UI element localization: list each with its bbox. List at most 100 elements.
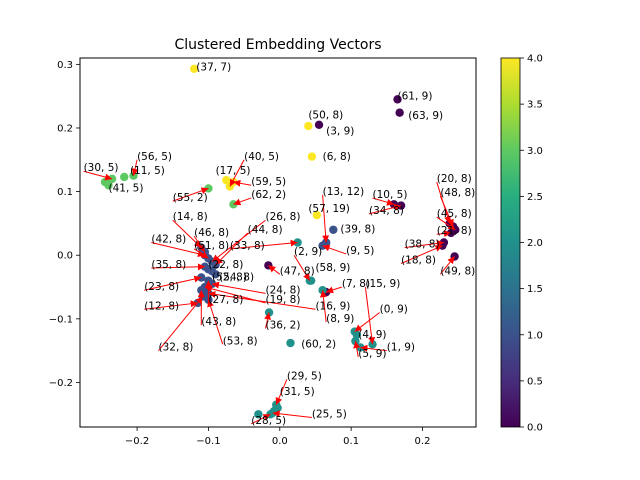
- y-tick-label: −0.2: [49, 378, 73, 389]
- scatter-point: [189, 64, 199, 74]
- scatter-point: [264, 308, 274, 317]
- point-label: (45, 8): [437, 208, 472, 220]
- point-label: (33, 8): [230, 240, 265, 252]
- point-label: (25, 5): [312, 408, 347, 420]
- annotation-arrow: [293, 254, 311, 281]
- point-label: (26, 8): [266, 211, 301, 223]
- point-label: (32, 8): [158, 342, 193, 354]
- point-label: (11, 5): [130, 165, 165, 177]
- y-tick-label: 0.3: [57, 60, 73, 71]
- point-label: (15, 9): [365, 278, 400, 290]
- x-tick-label: −0.2: [125, 436, 149, 447]
- x-tick-label: −0.1: [196, 436, 220, 447]
- colorbar-tick-label: 0.5: [527, 376, 543, 387]
- scatter-point: [286, 338, 295, 348]
- point-label: (12, 8): [144, 300, 179, 312]
- scatter-point: [222, 175, 231, 185]
- point-labels: (37, 7) (61, 9) (63, 9) (50, 8) (3, 9) (6, 8)…: [84, 62, 476, 427]
- annotation-arrow: [436, 216, 456, 231]
- annotation-arrow: [193, 248, 209, 259]
- point-label: (58, 9): [315, 262, 350, 274]
- point-label: (54, 8): [219, 272, 254, 284]
- point-label: (24, 8): [266, 284, 301, 296]
- point-label: (14, 8): [173, 211, 208, 223]
- point-label: (0, 9): [380, 303, 408, 315]
- colorbar-tick-label: 2.5: [527, 192, 543, 203]
- annotation-arrow: [211, 219, 266, 262]
- point-label: (4, 9): [358, 329, 386, 341]
- scatter-point: [352, 330, 362, 339]
- point-label: (27, 8): [208, 294, 243, 306]
- annotation-arrow: [272, 410, 312, 418]
- point-label: (28, 5): [251, 415, 286, 427]
- annotation-arrow: [229, 159, 245, 187]
- annotation-arrow: [251, 413, 271, 425]
- point-label: (63, 9): [408, 110, 443, 122]
- point-label: (48, 8): [440, 187, 475, 199]
- scatter-point: [211, 270, 220, 279]
- annotation-arrow: [158, 296, 204, 351]
- y-tick-label: −0.1: [49, 314, 73, 325]
- annotation-arrow: [83, 170, 113, 181]
- point-label: (56, 5): [137, 151, 172, 163]
- annotation-arrow: [211, 281, 266, 294]
- colorbar-ticks: 0.0 0.5 1.0 1.5 2.0 2.5 3.0 3.5 4.0: [520, 54, 543, 434]
- point-label: (37, 7): [196, 62, 231, 74]
- annotation-arrow: [439, 195, 454, 227]
- scatter-point: [307, 152, 317, 161]
- point-label: (60, 2): [301, 338, 336, 350]
- x-tick-label: 0.0: [272, 436, 288, 447]
- axes-ticks: −0.2 −0.1 0.0 0.1 0.2 −0.2 −0.1 0.0 0.1 0.2 0.3: [49, 60, 431, 447]
- point-label: (31, 5): [280, 386, 315, 398]
- point-label: (38, 8): [405, 239, 440, 251]
- annotation-arrow: [404, 239, 444, 249]
- x-tick-label: 0.2: [415, 436, 431, 447]
- annotation-arrow: [400, 245, 443, 264]
- annotation-arrow: [264, 312, 271, 329]
- annotation-arrow: [322, 194, 330, 243]
- colorbar: 0.0 0.5 1.0 1.5 2.0 2.5 3.0 3.5 4.0: [500, 54, 543, 434]
- point-label: (29, 5): [287, 370, 322, 382]
- y-tick-label: 0.0: [57, 251, 73, 262]
- annotation-arrow: [233, 179, 252, 187]
- annotation-arrow: [229, 239, 298, 250]
- colorbar-tick-label: 1.5: [527, 284, 543, 295]
- scatter-point: [395, 108, 404, 117]
- point-label: (49, 8): [440, 265, 475, 277]
- y-tick-label: 0.2: [57, 123, 73, 134]
- colorbar-tick-label: 3.5: [527, 100, 543, 111]
- chart-title: Clustered Embedding Vectors: [174, 37, 381, 53]
- point-label: (50, 8): [308, 109, 343, 121]
- annotation-arrow: [360, 344, 387, 352]
- annotation-arrow: [151, 263, 205, 271]
- annotation-arrow: [275, 379, 288, 405]
- point-label: (55, 2): [173, 192, 208, 204]
- colorbar-tick-label: 0.0: [527, 423, 543, 434]
- annotation-arrow: [319, 290, 327, 323]
- colorbar-tick-label: 2.0: [527, 238, 543, 249]
- point-label: (5, 9): [358, 348, 386, 360]
- point-label: (39, 8): [340, 223, 375, 235]
- point-label: (51, 8): [194, 240, 229, 252]
- point-label: (21, 8): [437, 225, 472, 237]
- point-label: (40, 5): [244, 151, 279, 163]
- point-label: (30, 5): [84, 162, 119, 174]
- scatter-point: [312, 210, 322, 220]
- point-label: (34, 8): [369, 205, 404, 217]
- point-label: (10, 5): [373, 189, 408, 201]
- point-label: (22, 8): [208, 259, 243, 271]
- colorbar-tick-label: 4.0: [527, 54, 543, 65]
- point-label: (13, 12): [323, 186, 365, 198]
- annotation-arrow: [172, 219, 202, 248]
- x-tick-label: 0.1: [343, 436, 359, 447]
- point-label: (53, 8): [223, 335, 258, 347]
- annotation-arrow: [233, 197, 252, 206]
- point-label: (23, 8): [144, 281, 179, 293]
- scatter-point: [120, 172, 129, 182]
- annotation-arrow: [172, 187, 209, 202]
- point-label: (1, 9): [387, 342, 415, 354]
- annotation-arrow: [208, 290, 316, 310]
- annotation-arrow: [151, 242, 205, 258]
- scatter-point: [393, 95, 402, 104]
